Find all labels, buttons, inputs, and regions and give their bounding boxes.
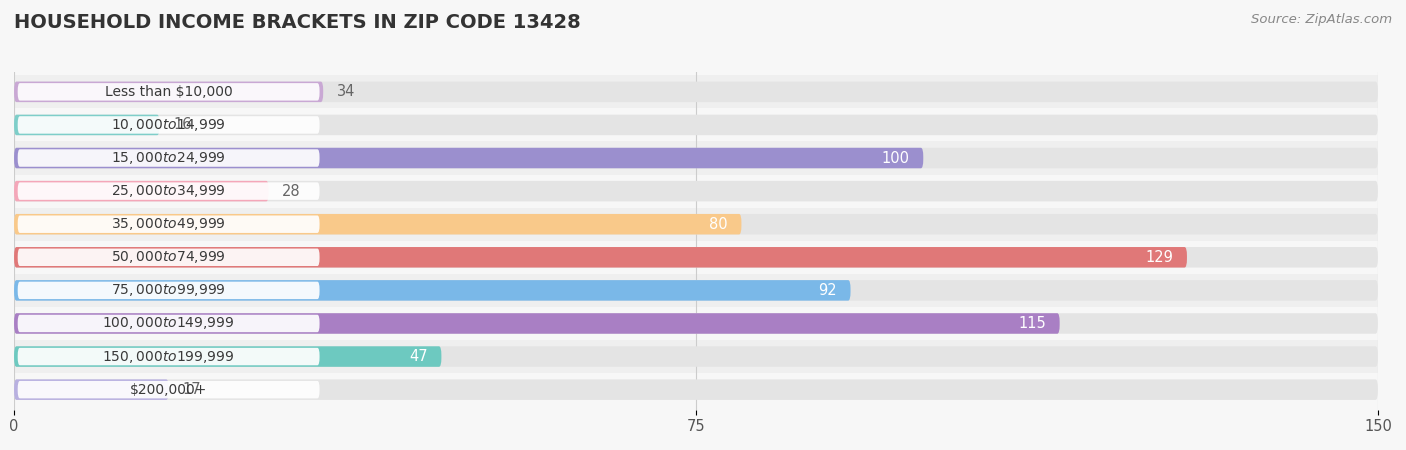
- FancyBboxPatch shape: [14, 214, 1378, 234]
- Text: 92: 92: [818, 283, 837, 298]
- FancyBboxPatch shape: [14, 148, 924, 168]
- FancyBboxPatch shape: [14, 115, 159, 135]
- Text: $10,000 to $14,999: $10,000 to $14,999: [111, 117, 226, 133]
- Bar: [14, 340, 1378, 373]
- FancyBboxPatch shape: [14, 81, 1378, 102]
- Text: HOUSEHOLD INCOME BRACKETS IN ZIP CODE 13428: HOUSEHOLD INCOME BRACKETS IN ZIP CODE 13…: [14, 14, 581, 32]
- Text: 100: 100: [882, 151, 910, 166]
- FancyBboxPatch shape: [14, 181, 1378, 201]
- FancyBboxPatch shape: [18, 348, 319, 365]
- Bar: [14, 207, 1378, 241]
- Text: $50,000 to $74,999: $50,000 to $74,999: [111, 249, 226, 266]
- Text: $200,000+: $200,000+: [129, 382, 207, 396]
- FancyBboxPatch shape: [14, 247, 1378, 268]
- Text: $15,000 to $24,999: $15,000 to $24,999: [111, 150, 226, 166]
- Text: $35,000 to $49,999: $35,000 to $49,999: [111, 216, 226, 232]
- FancyBboxPatch shape: [18, 149, 319, 167]
- Bar: [14, 307, 1378, 340]
- Bar: [14, 175, 1378, 207]
- FancyBboxPatch shape: [14, 247, 1187, 268]
- FancyBboxPatch shape: [14, 181, 269, 201]
- Text: 47: 47: [409, 349, 427, 364]
- Text: $25,000 to $34,999: $25,000 to $34,999: [111, 183, 226, 199]
- Bar: [14, 141, 1378, 175]
- FancyBboxPatch shape: [18, 282, 319, 299]
- Bar: [14, 274, 1378, 307]
- Text: 34: 34: [337, 84, 356, 99]
- Text: 115: 115: [1018, 316, 1046, 331]
- Text: 80: 80: [709, 217, 728, 232]
- Text: 129: 129: [1146, 250, 1173, 265]
- FancyBboxPatch shape: [14, 148, 1378, 168]
- FancyBboxPatch shape: [14, 346, 441, 367]
- FancyBboxPatch shape: [14, 379, 1378, 400]
- Bar: [14, 108, 1378, 141]
- FancyBboxPatch shape: [14, 280, 851, 301]
- FancyBboxPatch shape: [18, 315, 319, 332]
- FancyBboxPatch shape: [18, 116, 319, 134]
- FancyBboxPatch shape: [14, 313, 1378, 334]
- FancyBboxPatch shape: [14, 81, 323, 102]
- FancyBboxPatch shape: [14, 115, 1378, 135]
- Text: 17: 17: [183, 382, 201, 397]
- Bar: [14, 75, 1378, 108]
- FancyBboxPatch shape: [14, 214, 741, 234]
- FancyBboxPatch shape: [14, 379, 169, 400]
- FancyBboxPatch shape: [18, 248, 319, 266]
- FancyBboxPatch shape: [14, 346, 1378, 367]
- FancyBboxPatch shape: [14, 313, 1060, 334]
- FancyBboxPatch shape: [14, 280, 1378, 301]
- Text: 16: 16: [173, 117, 191, 132]
- FancyBboxPatch shape: [18, 182, 319, 200]
- Text: $150,000 to $199,999: $150,000 to $199,999: [103, 349, 235, 364]
- Bar: [14, 373, 1378, 406]
- FancyBboxPatch shape: [18, 83, 319, 100]
- Text: 28: 28: [283, 184, 301, 198]
- Bar: [14, 241, 1378, 274]
- Text: Less than $10,000: Less than $10,000: [105, 85, 232, 99]
- FancyBboxPatch shape: [18, 216, 319, 233]
- Text: Source: ZipAtlas.com: Source: ZipAtlas.com: [1251, 14, 1392, 27]
- Text: $75,000 to $99,999: $75,000 to $99,999: [111, 283, 226, 298]
- Text: $100,000 to $149,999: $100,000 to $149,999: [103, 315, 235, 332]
- FancyBboxPatch shape: [18, 381, 319, 398]
